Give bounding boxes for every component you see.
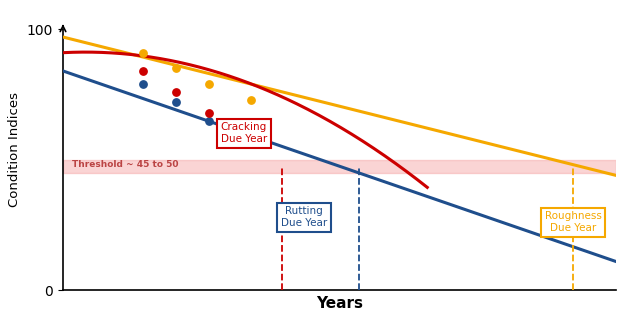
Bar <box>63 160 616 173</box>
Point <box>171 89 181 94</box>
Text: Rutting
Due Year: Rutting Due Year <box>281 206 327 228</box>
Point <box>203 110 213 115</box>
Point <box>246 97 256 102</box>
Point <box>246 131 256 136</box>
Point <box>139 68 149 73</box>
Point <box>139 81 149 86</box>
Point <box>203 81 213 86</box>
X-axis label: Years: Years <box>316 296 363 311</box>
Text: Roughness
Due Year: Roughness Due Year <box>545 211 602 233</box>
Point <box>171 66 181 71</box>
Text: Threshold ~ 45 to 50: Threshold ~ 45 to 50 <box>72 160 178 169</box>
Point <box>139 50 149 55</box>
Point <box>246 136 256 141</box>
Point <box>203 118 213 123</box>
Point <box>171 100 181 105</box>
Text: Cracking
Due Year: Cracking Due Year <box>221 122 267 144</box>
Y-axis label: Condition Indices: Condition Indices <box>8 92 21 207</box>
